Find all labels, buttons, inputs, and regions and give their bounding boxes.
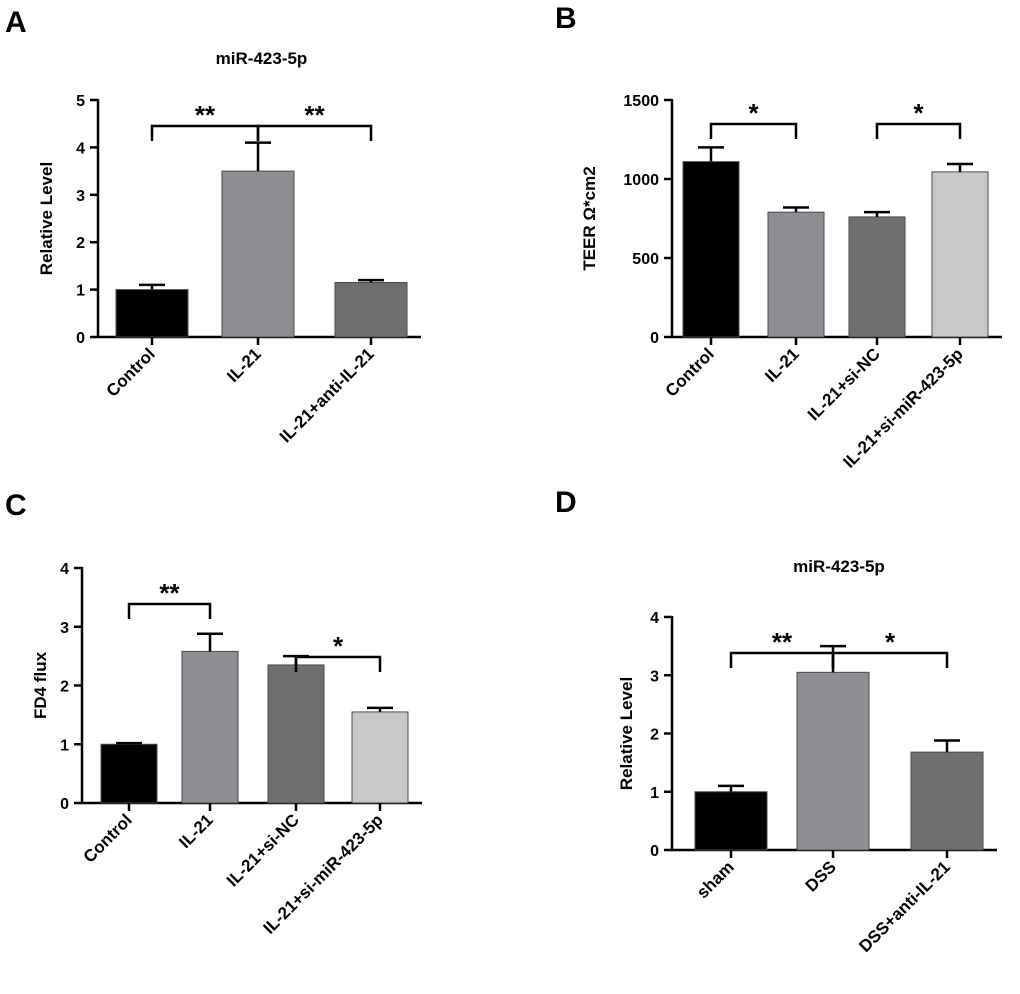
bar-3 [334,281,408,338]
y-tick-label: 3 [650,668,659,685]
chart-title: miR-423-5p [793,557,885,576]
x-tick-label: IL-21 [175,810,216,851]
panel-letter: C [5,489,27,522]
x-tick-label: IL-21+si-NC [223,810,303,890]
y-tick-label: 3 [60,620,69,637]
y-tick-label: 1 [76,283,85,300]
significance-label: ** [159,578,180,608]
bar-3 [848,216,906,338]
y-tick-label: 4 [76,140,85,157]
y-axis-label: FD4 flux [31,651,50,719]
significance-bracket-2 [256,124,373,141]
bar-2 [221,170,295,338]
y-tick-label: 1 [650,785,659,802]
y-tick-label: 4 [650,610,659,627]
x-tick-label: Control [80,810,136,866]
y-tick-label: 0 [60,796,69,813]
significance-label: * [885,627,896,657]
bar-4 [931,171,989,338]
significance-bracket-1 [709,122,798,139]
x-tick-label: IL-21 [223,344,264,385]
x-tick-label: DSS+anti-IL-21 [855,857,954,956]
x-tick-label: Control [103,344,159,400]
y-tick-label: 0 [650,330,659,347]
significance-label: * [333,631,344,661]
bar-1 [682,161,740,338]
x-tick-label: IL-21+anti-IL-21 [276,344,378,446]
bar-1 [694,791,768,851]
y-axis-label: Relative Level [37,162,56,275]
x-tick-label: DSS [802,857,840,895]
bar-3 [267,664,325,804]
x-tick-label: IL-21 [761,344,802,385]
y-tick-label: 2 [650,727,659,744]
significance-label: * [748,98,759,128]
y-tick-label: 0 [650,843,659,860]
x-tick-label: Control [662,344,718,400]
chart-title: miR-423-5p [216,49,308,68]
significance-bracket-2 [875,122,962,139]
bar-2 [181,650,239,804]
panel-b: B TEER Ω*cm2 0 500 1000 1500 Control IL-21 IL-21… [555,2,1002,472]
bar-2 [767,211,825,338]
y-tick-label: 1000 [623,172,659,189]
significance-label: ** [772,627,793,657]
y-tick-label: 0 [76,330,85,347]
bar-2 [796,671,870,851]
bar-1 [100,743,158,804]
panel-letter: A [5,6,27,39]
y-tick-label: 3 [76,188,85,205]
significance-bracket-1 [127,602,212,619]
y-axis-label: Relative Level [617,677,636,790]
x-tick-label: IL-21+si-NC [804,344,884,424]
significance-bracket-2 [294,655,382,672]
panel-letter: B [555,2,577,35]
y-tick-label: 5 [76,93,85,110]
bar-1 [115,289,189,338]
significance-label: * [913,98,924,128]
bar-4 [351,711,409,804]
y-tick-label: 2 [60,679,69,696]
panel-letter: D [555,486,577,519]
significance-bracket-2 [831,651,949,668]
y-tick-label: 1500 [623,93,659,110]
bar-3 [910,751,984,851]
y-axis-label: TEER Ω*cm2 [580,166,599,270]
y-tick-label: 500 [632,251,659,268]
significance-label: ** [304,100,325,130]
y-tick-label: 1 [60,737,69,754]
y-tick-label: 2 [76,235,85,252]
significance-label: ** [195,100,216,130]
x-tick-label: sham [693,857,738,902]
y-tick-label: 4 [60,561,69,578]
